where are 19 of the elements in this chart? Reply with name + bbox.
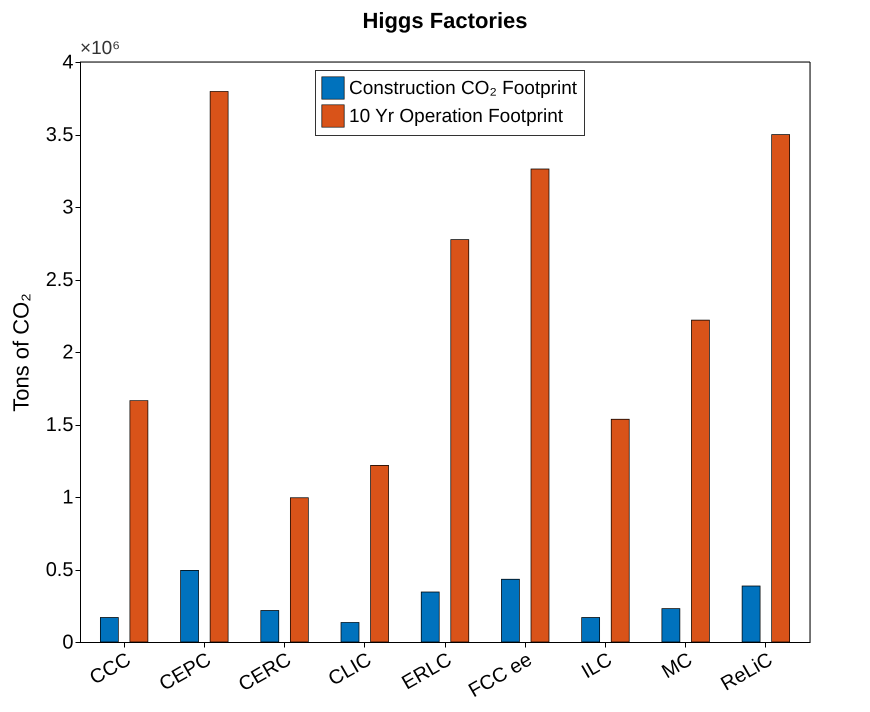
y-tick-label: 1.5: [46, 414, 74, 436]
y-tick-label: 1: [62, 486, 74, 508]
y-tick-label: 2.5: [46, 269, 74, 291]
chart-title: Higgs Factories: [362, 8, 528, 33]
legend-label: 10 Yr Operation Footprint: [349, 106, 564, 127]
y-tick-label: 3: [62, 196, 74, 218]
y-axis-title: Tons of CO₂: [8, 293, 34, 412]
x-tick-label: ILC: [578, 648, 616, 684]
y-tick-label: 3.5: [46, 124, 74, 146]
x-tick-label: FCC ee: [465, 648, 536, 702]
y-tick-label: 0: [62, 632, 74, 654]
x-tick-label: CLIC: [324, 648, 376, 690]
y-tick-label: 0.5: [46, 559, 74, 581]
text: ×10⁶: [80, 38, 120, 59]
y-tick-label: 2: [62, 342, 74, 364]
legend-label: Construction CO₂ Footprint: [349, 78, 578, 99]
y-tick-label: 4: [62, 52, 74, 74]
x-tick-label: MC: [658, 648, 696, 684]
x-tick-label: CCC: [86, 648, 135, 690]
